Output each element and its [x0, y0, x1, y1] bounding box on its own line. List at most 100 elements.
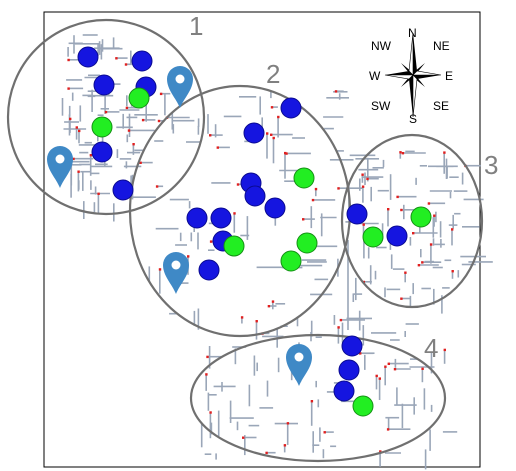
- green-marker[interactable]: [352, 395, 374, 417]
- green-marker[interactable]: [91, 116, 113, 138]
- street-point: [240, 316, 244, 319]
- green-marker[interactable]: [362, 226, 384, 248]
- street-point: [284, 151, 287, 155]
- street-point: [339, 318, 343, 322]
- blue-marker[interactable]: [112, 179, 134, 201]
- blue-marker[interactable]: [93, 74, 115, 96]
- pin-body: [286, 344, 312, 386]
- street-point: [283, 444, 287, 447]
- street-point: [277, 115, 280, 119]
- street-point: [255, 320, 258, 323]
- street-point: [159, 92, 163, 96]
- blue-marker[interactable]: [333, 380, 355, 402]
- zone-3-outline[interactable]: [340, 133, 484, 309]
- blue-marker[interactable]: [91, 141, 113, 163]
- street-point: [400, 208, 403, 212]
- blue-marker[interactable]: [198, 259, 220, 281]
- blue-marker[interactable]: [244, 185, 266, 207]
- street-point: [75, 126, 78, 129]
- blue-marker[interactable]: [77, 46, 99, 68]
- pin-hole: [171, 260, 181, 270]
- pin-body: [167, 66, 193, 108]
- street-point: [209, 134, 212, 137]
- street-point: [404, 271, 407, 274]
- compass-star-highlight-w: [384, 74, 414, 80]
- location-pin-icon[interactable]: [163, 252, 189, 294]
- street-point: [396, 195, 399, 199]
- location-pin-icon[interactable]: [167, 66, 193, 108]
- compass-star-highlight-s: [412, 74, 418, 118]
- street-point: [155, 185, 159, 188]
- street-point: [429, 243, 433, 246]
- street-point: [361, 185, 365, 188]
- compass-sw-label: SW: [371, 99, 391, 113]
- green-marker[interactable]: [280, 250, 302, 272]
- green-marker[interactable]: [128, 87, 150, 109]
- street-point: [362, 223, 365, 226]
- street-point: [271, 300, 275, 303]
- street-point: [412, 232, 415, 235]
- location-pin-icon[interactable]: [286, 344, 312, 386]
- green-marker[interactable]: [296, 232, 318, 254]
- blue-marker[interactable]: [264, 197, 286, 219]
- green-marker[interactable]: [410, 206, 432, 228]
- blue-marker[interactable]: [280, 97, 302, 119]
- blue-marker[interactable]: [346, 203, 368, 225]
- compass-star-highlight-e: [412, 70, 442, 76]
- compass-star-highlight: [408, 32, 414, 76]
- blue-marker[interactable]: [341, 335, 363, 357]
- street-point: [393, 368, 397, 371]
- blue-marker[interactable]: [338, 359, 360, 381]
- pin-body: [47, 146, 73, 188]
- street-point: [124, 63, 128, 66]
- blue-marker[interactable]: [386, 225, 408, 247]
- marker-layer: [77, 46, 432, 417]
- blue-marker[interactable]: [131, 50, 153, 72]
- street-point: [97, 192, 100, 195]
- blue-marker[interactable]: [186, 207, 208, 229]
- street-point: [266, 132, 269, 135]
- street-point: [286, 422, 290, 425]
- street-point: [132, 143, 135, 146]
- pin-hole: [294, 352, 304, 362]
- street-point: [158, 268, 162, 271]
- blue-marker[interactable]: [243, 122, 265, 144]
- street-point: [366, 177, 369, 181]
- street-point: [77, 170, 80, 173]
- street-point: [139, 161, 142, 164]
- compass-se-label: SE: [433, 99, 449, 113]
- street-point: [209, 411, 212, 414]
- zone-1-outline[interactable]: [6, 18, 206, 216]
- location-pin-icon[interactable]: [47, 146, 73, 188]
- green-marker[interactable]: [223, 235, 245, 257]
- street-point: [285, 152, 288, 155]
- street-point: [115, 57, 118, 60]
- compass-w-label: W: [369, 69, 381, 83]
- street-point: [104, 110, 108, 114]
- street-point: [302, 218, 305, 221]
- green-marker[interactable]: [293, 167, 315, 189]
- street-point: [89, 154, 93, 157]
- street-point: [451, 228, 454, 231]
- street-point: [272, 136, 275, 140]
- pin-layer: [47, 66, 312, 386]
- street-point: [265, 451, 268, 455]
- zone-2-label: 2: [266, 59, 280, 89]
- zone-3-label: 3: [484, 150, 498, 180]
- compass-e-label: E: [445, 69, 453, 83]
- street-point: [375, 374, 378, 378]
- compass-nw-label: NW: [371, 39, 392, 53]
- street-point: [127, 129, 131, 132]
- street-point: [78, 129, 81, 133]
- street-point: [236, 183, 240, 186]
- pin-hole: [55, 154, 65, 164]
- street-point: [205, 373, 208, 376]
- street-point: [187, 255, 190, 258]
- street-point: [233, 212, 236, 215]
- blue-marker[interactable]: [210, 207, 232, 229]
- street-point: [216, 146, 219, 149]
- street-point: [400, 297, 403, 300]
- zone-4-outline[interactable]: [189, 333, 447, 463]
- street-point: [267, 305, 271, 308]
